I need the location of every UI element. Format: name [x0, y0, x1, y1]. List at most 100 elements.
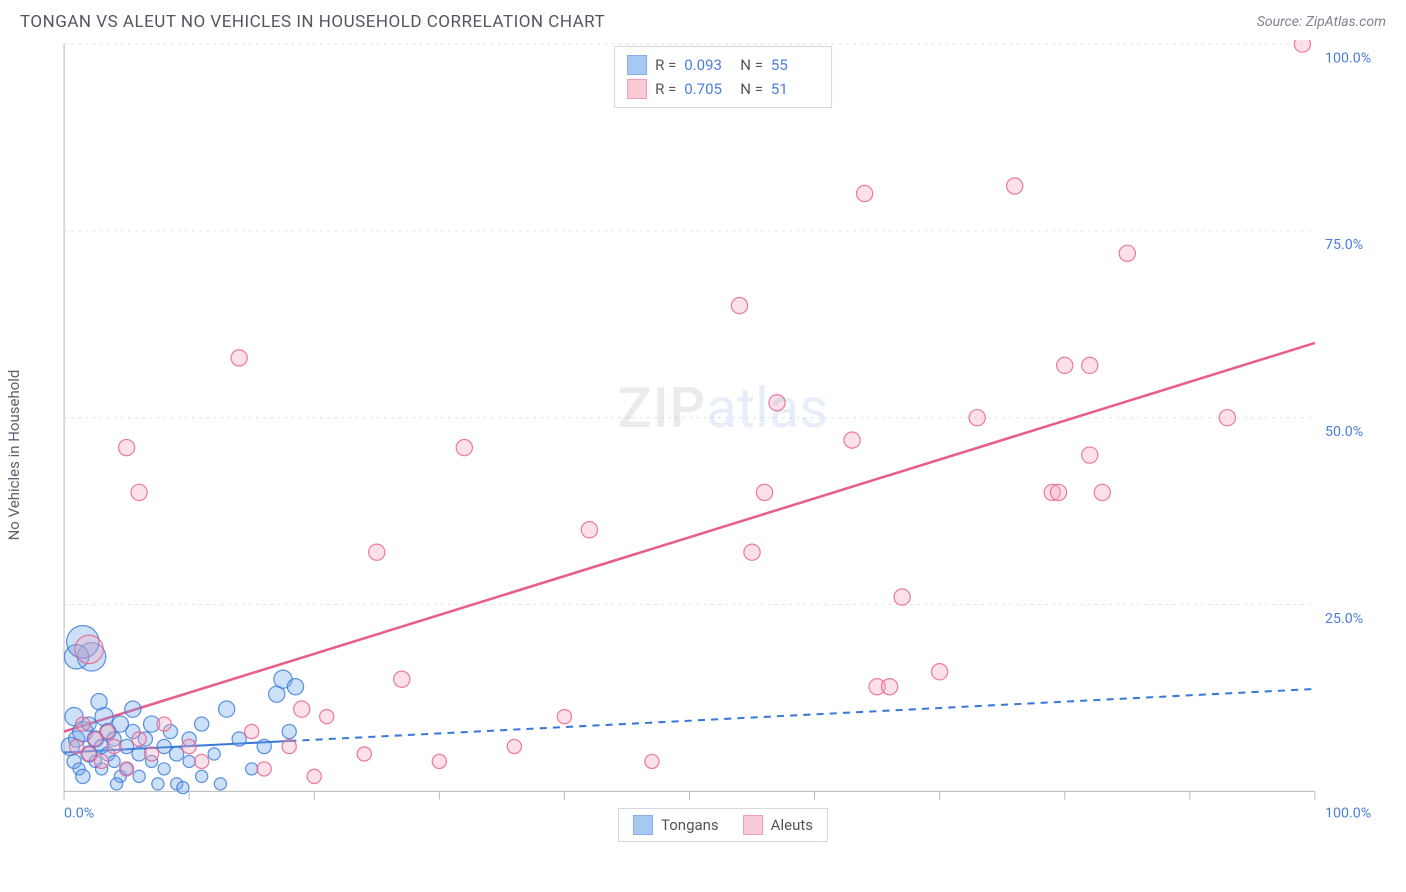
data-point	[294, 701, 310, 717]
data-point	[307, 769, 321, 783]
data-point	[282, 739, 296, 753]
x-tick-label: 0.0%	[64, 806, 94, 822]
data-point	[756, 484, 772, 500]
data-point	[195, 717, 209, 731]
data-point	[894, 589, 910, 605]
data-point	[101, 724, 115, 738]
data-point	[108, 755, 120, 767]
data-point	[1119, 245, 1135, 261]
data-point	[170, 747, 184, 761]
data-point	[1082, 447, 1098, 463]
data-point	[369, 544, 385, 560]
data-point	[232, 732, 246, 746]
data-point	[76, 717, 90, 731]
data-point	[432, 754, 446, 768]
y-tick-label: 100.0%	[1325, 50, 1371, 66]
data-point	[111, 778, 123, 790]
data-point	[1094, 484, 1110, 500]
trend-line-dashed	[289, 689, 1315, 741]
data-point	[282, 724, 296, 738]
x-tick-label: 100.0%	[1325, 806, 1371, 822]
data-point	[257, 762, 271, 776]
data-point	[1057, 357, 1073, 373]
legend: Tongans Aleuts	[618, 808, 828, 842]
stat-n-label: N =	[740, 80, 763, 98]
data-point	[1082, 357, 1098, 373]
data-point	[118, 439, 134, 455]
data-point	[257, 739, 271, 753]
legend-swatch	[743, 815, 763, 835]
chart-title: TONGAN VS ALEUT NO VEHICLES IN HOUSEHOLD…	[20, 12, 605, 32]
data-point	[177, 781, 189, 793]
data-point	[456, 439, 472, 455]
data-point	[219, 701, 235, 717]
data-point	[69, 739, 83, 753]
data-point	[82, 747, 96, 761]
legend-label: Aleuts	[771, 816, 813, 834]
scatter-plot: 25.0% 50.0% 75.0% 100.0% 0.0% 100.0%	[60, 40, 1386, 832]
data-point	[394, 671, 410, 687]
data-point	[1219, 410, 1235, 426]
data-point	[769, 395, 785, 411]
data-point	[581, 522, 597, 538]
series-swatch	[627, 55, 647, 75]
data-point	[131, 484, 147, 500]
trend-line	[64, 343, 1315, 732]
data-point	[196, 770, 208, 782]
data-point	[107, 739, 121, 753]
data-point	[91, 694, 107, 710]
stats-row: R = 0.705 N = 51	[627, 77, 819, 101]
data-point	[744, 544, 760, 560]
data-point	[157, 739, 171, 753]
legend-item: Tongans	[633, 815, 719, 835]
legend-item: Aleuts	[743, 815, 813, 835]
data-point	[731, 297, 747, 313]
data-point	[1050, 484, 1066, 500]
data-point	[357, 747, 371, 761]
data-point	[94, 754, 108, 768]
data-point	[157, 717, 171, 731]
data-point	[75, 635, 103, 663]
data-point	[132, 732, 146, 746]
data-point	[133, 770, 145, 782]
data-point	[208, 748, 220, 760]
data-point	[152, 778, 164, 790]
y-tick-label: 50.0%	[1325, 424, 1363, 440]
data-point	[119, 762, 133, 776]
stat-n-label: N =	[740, 56, 763, 74]
data-point	[882, 679, 898, 695]
data-point	[320, 709, 334, 723]
data-point	[195, 754, 209, 768]
stat-r-value: 0.093	[684, 56, 732, 74]
data-point	[287, 679, 303, 695]
legend-label: Tongans	[661, 816, 719, 834]
data-point	[645, 754, 659, 768]
data-point	[145, 747, 159, 761]
data-point	[182, 739, 196, 753]
data-point	[76, 769, 90, 783]
data-point	[183, 755, 195, 767]
data-point	[969, 410, 985, 426]
series-swatch	[627, 79, 647, 99]
chart-source: Source: ZipAtlas.com	[1257, 14, 1386, 30]
data-point	[246, 763, 258, 775]
legend-swatch	[633, 815, 653, 835]
stats-box: R = 0.093 N = 55 R = 0.705 N = 51	[614, 46, 832, 108]
y-tick-label: 25.0%	[1325, 611, 1363, 627]
data-point	[245, 724, 259, 738]
chart-area: 25.0%50.0%75.0%100.0%0.0%100.0% ZIPatlas…	[60, 40, 1386, 840]
data-point	[214, 778, 226, 790]
stat-r-label: R =	[655, 56, 676, 74]
data-point	[88, 732, 102, 746]
data-point	[932, 664, 948, 680]
data-point	[158, 763, 170, 775]
y-tick-label: 75.0%	[1325, 237, 1363, 253]
stats-row: R = 0.093 N = 55	[627, 53, 819, 77]
stat-n-value: 55	[771, 56, 819, 74]
data-point	[856, 185, 872, 201]
data-point	[844, 432, 860, 448]
data-point	[507, 739, 521, 753]
stat-n-value: 51	[771, 80, 819, 98]
data-point	[231, 350, 247, 366]
stat-r-value: 0.705	[684, 80, 732, 98]
